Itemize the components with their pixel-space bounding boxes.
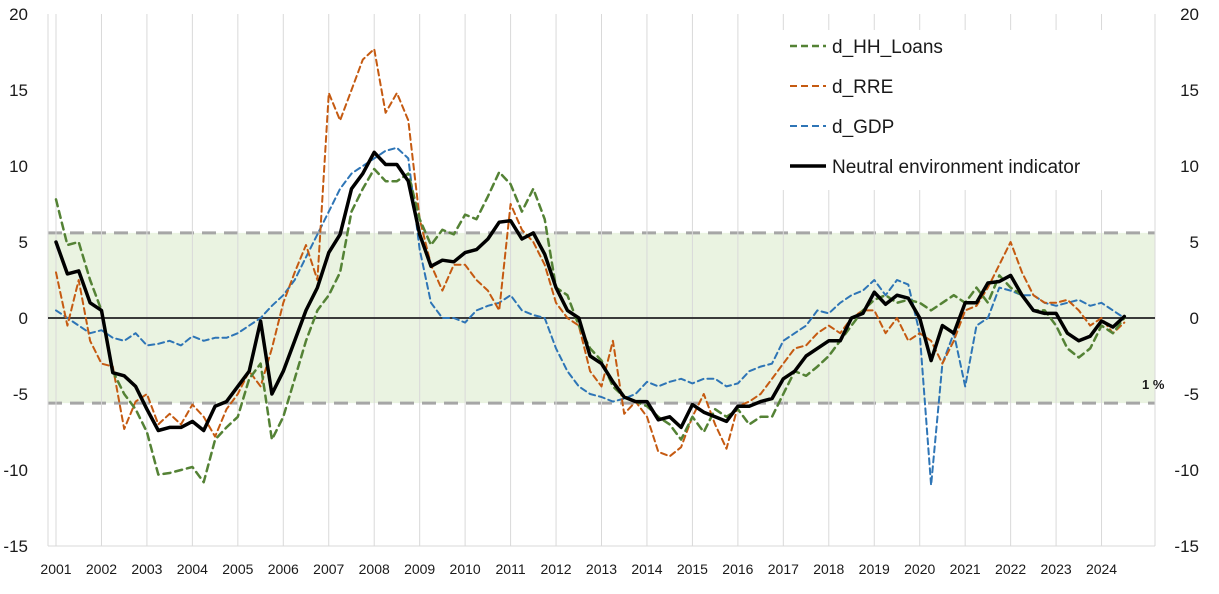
y-axis-left-ticks: 20 15 10 5 0 -5 -10 -15: [3, 5, 28, 556]
y-tick-label-right: 10: [1180, 157, 1199, 176]
x-tick-label: 2009: [404, 561, 435, 577]
x-tick-label: 2011: [496, 561, 526, 577]
y-tick-label-left: 20: [9, 5, 28, 24]
x-tick-label: 2013: [586, 561, 617, 577]
x-tick-label: 2018: [813, 561, 844, 577]
x-tick-label: 2007: [313, 561, 344, 577]
x-tick-label: 2021: [950, 561, 981, 577]
legend-label: d_GDP: [832, 117, 894, 138]
x-tick-label: 2023: [1041, 561, 1072, 577]
x-tick-label: 2005: [222, 561, 253, 577]
x-tick-label: 2002: [86, 561, 117, 577]
x-tick-label: 2003: [131, 561, 162, 577]
y-tick-label-left: 0: [19, 309, 28, 328]
x-tick-label: 2017: [768, 561, 799, 577]
x-tick-label: 2006: [268, 561, 299, 577]
y-tick-label-right: -5: [1184, 385, 1199, 404]
band-label: 1 %: [1142, 377, 1165, 392]
x-tick-label: 2010: [450, 561, 481, 577]
x-tick-label: 2022: [995, 561, 1026, 577]
series-line-d-gdp: [55, 146, 1126, 487]
y-tick-label-right: 0: [1190, 309, 1199, 328]
series-line-d-hh-loans: [54, 167, 1126, 484]
x-tick-label: 2015: [677, 561, 708, 577]
legend-background: [775, 30, 1147, 190]
series-line-neutral-environment-indicator: [54, 150, 1127, 433]
x-tick-label: 2004: [177, 561, 208, 577]
y-tick-label-right: 20: [1180, 5, 1199, 24]
series-line-d-rre: [55, 48, 1126, 458]
y-axis-right-ticks: 20 15 10 5 0 -5 -10 -15: [1174, 5, 1199, 556]
y-tick-label-left: -10: [3, 461, 28, 480]
y-tick-label-right: 15: [1180, 81, 1199, 100]
x-tick-label: 2024: [1086, 561, 1117, 577]
axes: [47, 14, 1156, 547]
x-tick-label: 2001: [40, 561, 71, 577]
x-tick-label: 2012: [540, 561, 571, 577]
legend-label: Neutral environment indicator: [832, 157, 1081, 178]
y-tick-label-left: 10: [9, 157, 28, 176]
x-axis-ticks: 2001 2002 2003 2004 2005 2006 2007 2008 2009 2010…: [40, 561, 1117, 577]
x-tick-label: 2014: [631, 561, 662, 577]
legend-label: d_RRE: [832, 77, 893, 98]
y-tick-label-right: -15: [1174, 537, 1199, 556]
x-tick-label: 2019: [859, 561, 890, 577]
y-tick-label-left: -5: [13, 385, 28, 404]
series-lines: [54, 48, 1127, 487]
x-tick-label: 2020: [904, 561, 935, 577]
y-tick-label-left: 5: [19, 233, 28, 252]
y-tick-label-left: 15: [9, 81, 28, 100]
x-tick-label: 2016: [722, 561, 753, 577]
x-tick-label: 2008: [359, 561, 390, 577]
legend: d_HH_Loans d_RRE d_GDP Neutral environment …: [775, 30, 1147, 190]
legend-label: d_HH_Loans: [832, 37, 943, 58]
y-tick-label-right: -10: [1174, 461, 1199, 480]
y-tick-label-left: -15: [3, 537, 28, 556]
y-tick-label-right: 5: [1190, 233, 1199, 252]
